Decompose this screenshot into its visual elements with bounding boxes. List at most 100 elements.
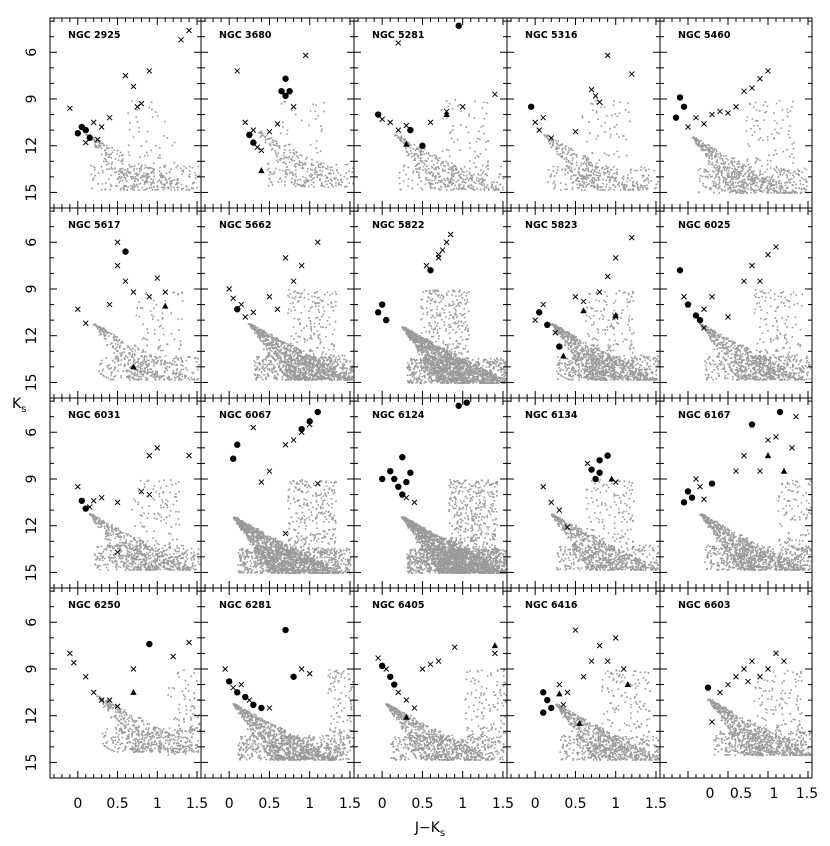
field-star — [162, 176, 164, 179]
field-star — [135, 361, 138, 364]
field-star — [122, 154, 124, 156]
field-star — [584, 176, 586, 178]
field-star — [146, 339, 149, 341]
field-star — [104, 329, 107, 331]
field-star — [726, 184, 729, 186]
field-star — [131, 372, 134, 375]
field-star — [451, 167, 453, 170]
cross-marker — [162, 289, 169, 295]
field-star — [127, 151, 130, 153]
field-star — [125, 369, 127, 372]
field-star — [778, 192, 780, 194]
field-star — [727, 175, 729, 178]
field-star — [582, 184, 584, 187]
field-star — [275, 167, 277, 170]
field-star — [718, 170, 721, 172]
cross-marker — [701, 121, 707, 127]
field-star — [309, 350, 311, 353]
field-star — [185, 189, 188, 191]
field-star — [326, 320, 329, 322]
field-star — [750, 178, 752, 180]
field-star — [730, 190, 732, 193]
field-star — [148, 355, 151, 357]
field-star — [754, 101, 757, 104]
cross-marker — [98, 124, 105, 130]
field-star — [417, 167, 420, 170]
field-star — [613, 189, 615, 191]
field-star — [564, 169, 567, 172]
field-star — [785, 181, 788, 184]
field-star — [197, 165, 200, 168]
field-star — [312, 375, 314, 378]
field-star — [742, 178, 744, 181]
field-star — [325, 368, 327, 371]
field-star — [258, 356, 260, 358]
field-star — [114, 158, 117, 160]
field-star — [729, 184, 731, 187]
field-star — [283, 353, 285, 356]
field-star — [555, 146, 558, 148]
field-star — [777, 132, 780, 135]
field-star — [599, 186, 602, 188]
field-star — [312, 164, 314, 166]
field-star — [320, 341, 322, 343]
field-star — [775, 190, 778, 192]
field-star — [157, 346, 159, 349]
field-star — [138, 301, 140, 304]
field-star — [139, 168, 141, 170]
field-star — [312, 178, 314, 180]
field-star — [727, 187, 730, 189]
field-star — [327, 369, 330, 372]
field-star — [321, 183, 323, 186]
field-star — [176, 186, 179, 188]
field-star — [279, 357, 281, 360]
field-star — [294, 353, 296, 356]
field-star — [271, 337, 273, 340]
field-star — [352, 369, 354, 372]
field-star — [329, 359, 332, 362]
field-star — [717, 173, 720, 175]
field-star — [772, 187, 775, 189]
field-star — [149, 368, 151, 370]
field-star — [481, 177, 484, 180]
field-star — [286, 349, 288, 351]
field-star — [295, 356, 298, 359]
field-star — [153, 162, 155, 165]
field-star — [103, 335, 106, 337]
field-star — [333, 354, 335, 357]
field-star — [272, 141, 275, 143]
field-star — [129, 171, 132, 174]
field-star — [142, 337, 145, 339]
field-star — [567, 172, 569, 174]
field-star — [295, 359, 297, 361]
field-star — [259, 132, 262, 135]
field-star — [131, 353, 134, 355]
field-star — [149, 167, 151, 169]
cross-marker — [186, 27, 192, 34]
field-star — [465, 126, 467, 128]
field-star — [321, 128, 323, 131]
field-star — [293, 297, 296, 300]
tick-marks — [507, 18, 660, 209]
field-star — [158, 376, 161, 378]
field-star — [283, 148, 286, 151]
field-star — [146, 179, 149, 182]
field-star — [270, 137, 273, 139]
field-star — [138, 183, 141, 185]
field-star — [168, 171, 171, 174]
field-star — [552, 170, 555, 172]
field-star — [138, 378, 141, 380]
field-star — [723, 163, 725, 165]
field-star — [639, 186, 642, 189]
field-star — [570, 167, 573, 169]
field-star — [468, 186, 471, 189]
field-star — [125, 185, 127, 187]
field-star — [151, 171, 154, 173]
field-star — [321, 366, 324, 369]
field-star — [179, 373, 182, 376]
field-star — [471, 188, 473, 190]
field-star — [125, 355, 127, 357]
field-star — [257, 356, 259, 358]
field-star — [308, 364, 311, 366]
field-star — [290, 369, 293, 371]
